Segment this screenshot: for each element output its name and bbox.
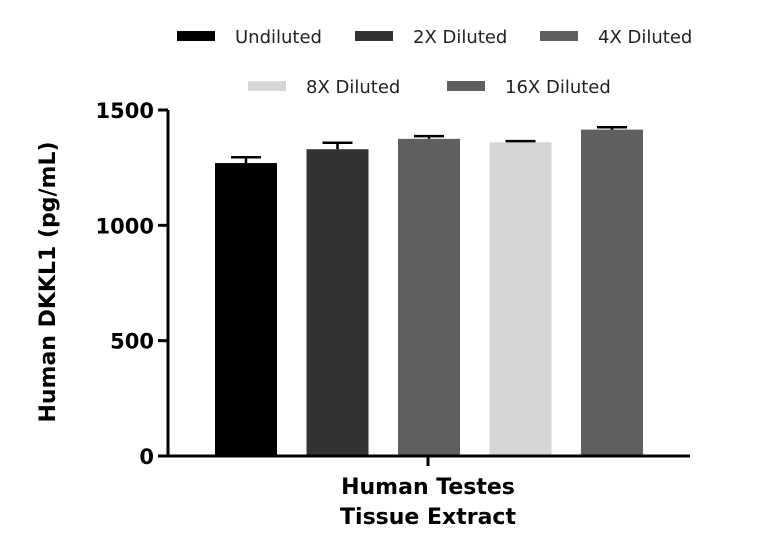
y-tick-label: 500 [110, 330, 154, 354]
bar-2x-diluted [306, 149, 369, 457]
bar-undiluted [215, 163, 277, 456]
x-axis-title-line-1: Human Testes [341, 475, 515, 500]
x-axis [168, 454, 690, 466]
bar-8x-diluted [489, 142, 552, 456]
legend-swatch [355, 31, 393, 41]
bar-4x-diluted [398, 138, 460, 457]
legend-swatch [447, 81, 485, 91]
legend-label: 16X Diluted [505, 77, 611, 98]
legend-swatch [177, 31, 215, 41]
y-tick-label: 1500 [96, 99, 154, 123]
y-tick-label: 1000 [96, 214, 154, 238]
bar-16x-diluted [581, 129, 643, 456]
legend: Undiluted 2X Diluted 4X Diluted 8X Diluted 1… [177, 27, 692, 98]
legend-label: 4X Diluted [598, 27, 692, 48]
x-axis-title-line-2: Tissue Extract [340, 505, 516, 530]
legend-label: 2X Diluted [413, 27, 507, 48]
y-axis-title: Human DKKL1 (pg/mL) [36, 141, 61, 422]
y-tick-label: 0 [139, 445, 154, 469]
legend-label: 8X Diluted [306, 77, 400, 98]
legend-label: Undiluted [235, 27, 322, 48]
bars-group [215, 126, 643, 457]
legend-swatch [248, 81, 286, 91]
y-axis: 0 500 1000 1500 [96, 99, 170, 469]
legend-swatch [540, 31, 578, 41]
